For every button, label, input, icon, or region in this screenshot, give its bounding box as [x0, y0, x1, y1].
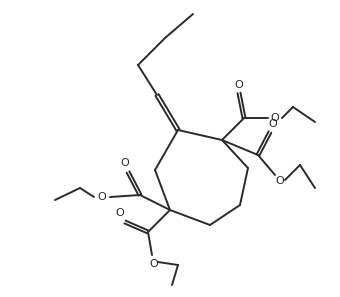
Text: O: O [150, 259, 158, 269]
Text: O: O [269, 119, 277, 129]
Text: O: O [235, 80, 243, 90]
Text: O: O [116, 208, 124, 218]
Text: O: O [271, 113, 279, 123]
Text: O: O [121, 158, 130, 168]
Text: O: O [98, 192, 106, 202]
Text: O: O [276, 176, 284, 186]
